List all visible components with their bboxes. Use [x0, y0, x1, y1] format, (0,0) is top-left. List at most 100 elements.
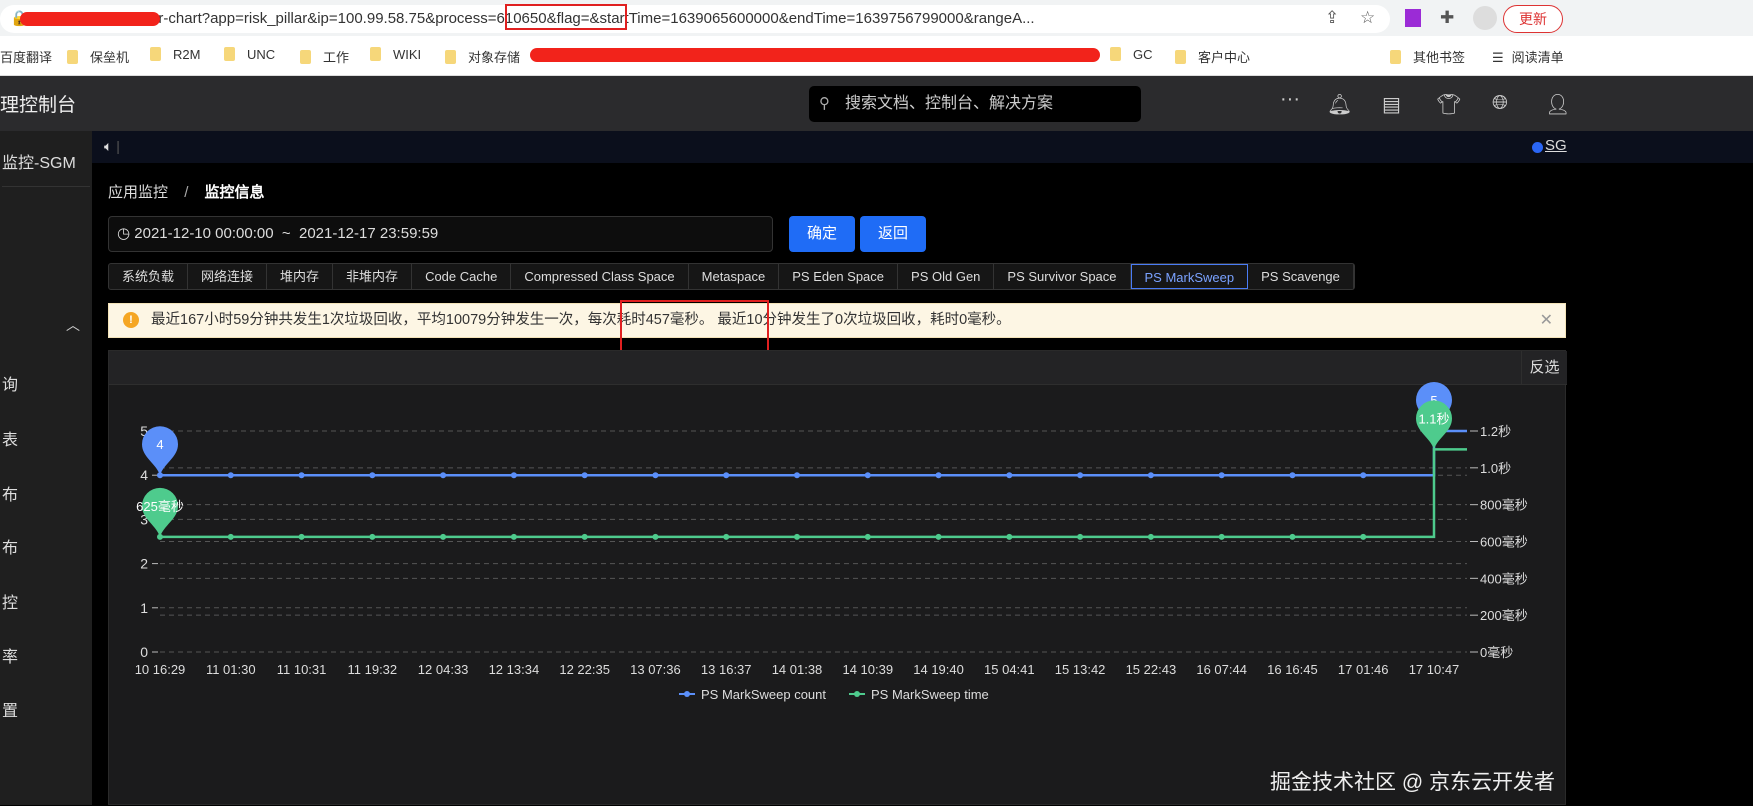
tab-metaspace[interactable]: Metaspace [689, 264, 780, 289]
series-line-0 [160, 429, 1467, 477]
legend-label: PS MarkSweep count [701, 687, 826, 702]
folder-icon [370, 47, 381, 61]
share-icon[interactable]: ⇪ [1325, 8, 1340, 27]
tab-ps-marksweep[interactable]: PS MarkSweep [1130, 264, 1249, 289]
x-tick-label: 14 19:40 [913, 662, 964, 677]
legend-item: PS MarkSweep count [679, 687, 826, 702]
tab-网络连接[interactable]: 网络连接 [188, 264, 268, 289]
profile-avatar[interactable] [1473, 6, 1497, 30]
x-tick-label: 11 01:30 [206, 662, 256, 677]
right-tick-label: 1.2秒 [1480, 424, 1511, 439]
x-tick-label: 17 10:47 [1409, 662, 1460, 677]
back-button[interactable]: 返回 [860, 216, 926, 252]
right-tick-label: 400毫秒 [1480, 571, 1528, 586]
sidebar-item[interactable]: 置 [2, 703, 19, 720]
x-tick-label: 12 04:33 [418, 662, 469, 677]
tab-ps-survivor-space[interactable]: PS Survivor Space [994, 264, 1131, 289]
folder-icon [224, 47, 235, 61]
tab-compressed-class-space[interactable]: Compressed Class Space [511, 264, 689, 289]
x-tick-label: 14 10:39 [842, 662, 893, 677]
bookmark[interactable]: 客户中心 [1175, 47, 1250, 66]
puzzle-icon[interactable]: ✚ [1440, 8, 1455, 27]
sidebar-item[interactable]: 率 [2, 649, 19, 666]
search-input[interactable]: ⚲ 搜索文档、控制台、解决方案 [809, 86, 1141, 122]
data-point [1360, 472, 1367, 479]
x-tick-label: 14 01:38 [772, 662, 823, 677]
right-tick-label: 600毫秒 [1480, 535, 1528, 550]
mark-pin: 1.1秒 [1416, 400, 1452, 450]
pin-shape [142, 487, 178, 537]
clock-icon: ◷ [117, 225, 131, 242]
tab-系统负载[interactable]: 系统负载 [109, 264, 189, 289]
globe-icon[interactable]: 🌐︎ [1492, 92, 1508, 114]
folder-icon [1390, 50, 1401, 64]
legend-marker [684, 691, 690, 697]
more-icon[interactable]: ··· [1280, 88, 1300, 110]
extension-rp-icon[interactable] [1405, 9, 1421, 27]
pin-label: 1.1秒 [1418, 411, 1449, 426]
data-point [581, 533, 588, 540]
reading-list[interactable]: ☰ 阅读清单 [1492, 50, 1564, 65]
data-point [864, 533, 871, 540]
star-icon[interactable]: ☆ [1360, 8, 1376, 27]
shirt-icon[interactable]: 👕︎ [1436, 94, 1462, 116]
sidebar-item[interactable]: 询 [2, 377, 19, 394]
close-icon[interactable]: ✕ [1539, 312, 1553, 329]
bookmark[interactable]: 工作 [300, 47, 349, 66]
bell-icon[interactable]: 🔔︎ [1327, 94, 1353, 116]
confirm-button[interactable]: 确定 [789, 216, 855, 252]
date-range-picker[interactable]: ◷ 2021-12-10 00:00:00 ~ 2021-12-17 23:59… [108, 216, 773, 252]
user-icon[interactable]: 👤︎ [1545, 94, 1571, 116]
chart-panel: 反选 0 1 2 3 4 5 0毫秒 200毫秒 400毫秒 600毫秒 800毫秒 1.0秒 1.2秒… [108, 350, 1567, 805]
folder-icon [67, 50, 78, 64]
other-bookmarks[interactable]: 其他书签 [1390, 47, 1465, 66]
left-tick-label: 1 [140, 600, 148, 616]
data-point [298, 472, 305, 479]
left-tick-label: 4 [140, 467, 148, 483]
breadcrumb-parent[interactable]: 应用监控 [108, 184, 169, 201]
bookmark[interactable]: R2M [150, 47, 200, 62]
x-tick-label: 11 10:31 [277, 662, 327, 677]
sgm-link[interactable]: SG [1545, 137, 1567, 154]
tab-code-cache[interactable]: Code Cache [412, 264, 512, 289]
update-button[interactable]: 更新 [1503, 5, 1563, 33]
tab-ps-scavenge[interactable]: PS Scavenge [1248, 264, 1354, 289]
sidebar-item[interactable]: 布 [2, 540, 19, 557]
sidebar-item-sgm[interactable]: 监控-SGM [2, 149, 90, 187]
tab-ps-old-gen[interactable]: PS Old Gen [898, 264, 995, 289]
data-point [723, 533, 730, 540]
bookmark[interactable]: 保垒机 [67, 47, 129, 66]
invert-selection-button[interactable]: 反选 [1521, 351, 1567, 385]
sidebar-item[interactable]: 表 [2, 432, 19, 449]
browser-toolbar: 🔒/opp-monitor/ins/opr-chart?app=risk_pil… [0, 0, 1753, 36]
sidebar-item[interactable]: 布 [2, 487, 19, 504]
left-tick-label: 3 [140, 511, 148, 527]
bookmark[interactable]: UNC [224, 47, 275, 62]
right-tick-label: 800毫秒 [1480, 498, 1528, 513]
data-point [1077, 533, 1084, 540]
data-point [935, 533, 942, 540]
search-icon: ⚲ [819, 95, 830, 112]
bookmark[interactable]: WIKI [370, 47, 421, 62]
right-tick-label: 1.0秒 [1480, 461, 1511, 476]
data-point [935, 472, 942, 479]
tab-ps-eden-space[interactable]: PS Eden Space [779, 264, 899, 289]
x-tick-label: 10 16:29 [135, 662, 186, 677]
sidebar-item[interactable]: 控 [2, 595, 19, 612]
tab-堆内存[interactable]: 堆内存 [267, 264, 334, 289]
data-point [1147, 472, 1154, 479]
tab-非堆内存[interactable]: 非堆内存 [333, 264, 413, 289]
data-point [1006, 533, 1013, 540]
address-bar[interactable]: 🔒/opp-monitor/ins/opr-chart?app=risk_pil… [0, 5, 1390, 33]
data-point [794, 472, 800, 479]
list-icon: ☰ [1492, 50, 1504, 65]
notes-icon[interactable]: ▤ [1382, 94, 1401, 116]
bookmark[interactable]: GC [1110, 47, 1153, 62]
bookmarks-bar: 百度翻译 保垒机 R2M UNC 工作 WIKI 对象存储 GC 客户中心 其他… [0, 36, 1753, 76]
data-point [1360, 533, 1367, 540]
bookmark[interactable]: 对象存储 [445, 47, 520, 66]
gc-summary-alert: ! 最近167小时59分钟共发生1次垃圾回收，平均10079分钟发生一次，每次耗… [108, 303, 1566, 338]
redaction [530, 48, 1100, 62]
bookmark[interactable]: 百度翻译 [0, 50, 53, 65]
chevron-up-icon[interactable]: ︿ [66, 317, 80, 333]
